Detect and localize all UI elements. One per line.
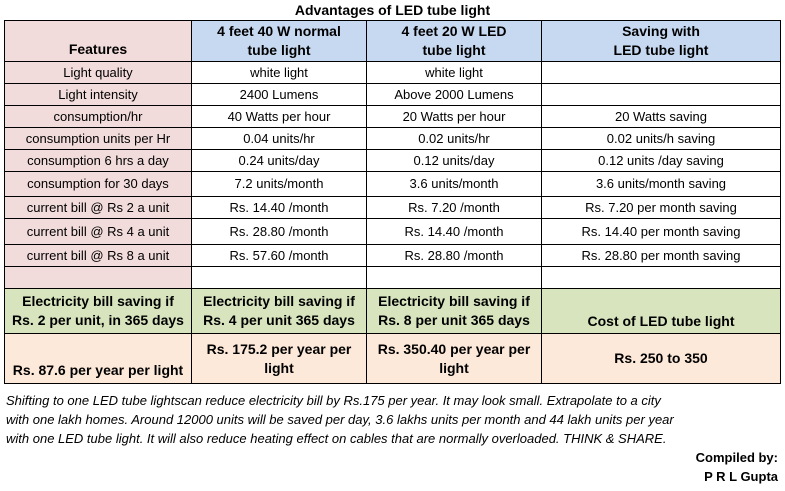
header-saving: Saving with LED tube light	[541, 20, 781, 62]
row-label: current bill @ Rs 2 a unit	[4, 196, 192, 219]
row-label: current bill @ Rs 4 a unit	[4, 218, 192, 245]
table-row: consumption for 30 days 7.2 units/month 3.…	[4, 171, 781, 197]
cell-line: Electricity bill saving if	[22, 293, 174, 309]
header-line: 4 feet 40 W normal	[217, 23, 341, 39]
header-normal-tube: 4 feet 40 W normal tube light	[191, 20, 367, 62]
table-cell: 0.04 units/hr	[191, 127, 367, 150]
header-features: Features	[4, 20, 192, 62]
table-cell: white light	[366, 61, 542, 84]
table-cell: Rs. 14.40 /month	[191, 196, 367, 219]
cell-line: Rs. 175.2 per year per	[206, 340, 352, 357]
table-cell: 7.2 units/month	[191, 171, 367, 197]
saving-rs2-value: Rs. 87.6 per year per light	[4, 333, 192, 384]
saving-rs2-header: Electricity bill saving if Rs. 2 per uni…	[4, 288, 192, 334]
table-row: Light intensity 2400 Lumens Above 2000 Lum…	[4, 83, 781, 106]
table-cell	[541, 83, 781, 106]
header-line: tube light	[422, 42, 486, 58]
footnote-paragraph: Shifting to one LED tube lightscan reduc…	[6, 391, 782, 448]
row-label: consumption for 30 days	[4, 171, 192, 197]
table-cell: 2400 Lumens	[191, 83, 367, 106]
table-cell: white light	[191, 61, 367, 84]
spacer-cell	[366, 266, 542, 289]
savings-values-row: Rs. 87.6 per year per light Rs. 175.2 pe…	[4, 333, 781, 384]
table-cell: Rs. 14.40 per month saving	[541, 218, 781, 245]
cell-line: Rs. 8 per unit 365 days	[378, 312, 530, 328]
table-cell: Rs. 14.40 /month	[366, 218, 542, 245]
table-cell: 3.6 units/month	[366, 171, 542, 197]
row-label: Light quality	[4, 61, 192, 84]
table-cell: 0.02 units/h saving	[541, 127, 781, 150]
table-row: consumption/hr 40 Watts per hour 20 Watts …	[4, 105, 781, 128]
table-cell: Rs. 28.80 /month	[191, 218, 367, 245]
led-cost-header: Cost of LED tube light	[541, 288, 781, 334]
saving-rs8-header: Electricity bill saving if Rs. 8 per uni…	[366, 288, 542, 334]
spacer-row	[4, 266, 781, 289]
row-label: consumption/hr	[4, 105, 192, 128]
spacer-cell	[191, 266, 367, 289]
header-line: 4 feet 20 W LED	[401, 23, 507, 39]
saving-rs4-value: Rs. 175.2 per year per light	[191, 333, 367, 384]
footnote-line: with one LED tube light. It will also re…	[6, 431, 667, 446]
comparison-table: Features 4 feet 40 W normal tube light 4…	[4, 20, 781, 384]
header-line: tube light	[247, 42, 311, 58]
saving-rs4-header: Electricity bill saving if Rs. 4 per uni…	[191, 288, 367, 334]
compiled-by-label: Compiled by:	[695, 450, 778, 465]
table-cell	[541, 61, 781, 84]
header-led-tube: 4 feet 20 W LED tube light	[366, 20, 542, 62]
header-line: LED tube light	[613, 42, 709, 58]
row-label: Light intensity	[4, 83, 192, 106]
spacer-cell	[541, 266, 781, 289]
table-cell: 0.02 units/hr	[366, 127, 542, 150]
cell-line: Rs. 350.40 per year per	[377, 340, 531, 357]
cell-line: light	[264, 359, 294, 376]
table-cell: 40 Watts per hour	[191, 105, 367, 128]
row-label: consumption units per Hr	[4, 127, 192, 150]
table-row: consumption units per Hr 0.04 units/hr 0.0…	[4, 127, 781, 150]
table-cell: Rs. 7.20 /month	[366, 196, 542, 219]
table-header-row: Features 4 feet 40 W normal tube light 4…	[4, 20, 781, 62]
cell-line: Electricity bill saving if	[203, 293, 355, 309]
table-cell: 20 Watts per hour	[366, 105, 542, 128]
table-cell: 20 Watts saving	[541, 105, 781, 128]
cell-line: Rs. 2 per unit, in 365 days	[12, 312, 184, 328]
table-cell: 0.12 units/day	[366, 149, 542, 172]
spacer-cell	[4, 266, 192, 289]
table-cell: Rs. 28.80 per month saving	[541, 244, 781, 267]
table-row: consumption 6 hrs a day 0.24 units/day 0.1…	[4, 149, 781, 172]
table-cell: Above 2000 Lumens	[366, 83, 542, 106]
table-cell: Rs. 7.20 per month saving	[541, 196, 781, 219]
cell-line: Rs. 4 per unit 365 days	[203, 312, 355, 328]
page-title: Advantages of LED tube light	[294, 2, 491, 18]
saving-rs8-value: Rs. 350.40 per year per light	[366, 333, 542, 384]
table-cell: 0.24 units/day	[191, 149, 367, 172]
cell-line: light	[439, 359, 469, 376]
table-cell: Rs. 28.80 /month	[366, 244, 542, 267]
table-row: Light quality white light white light	[4, 61, 781, 84]
header-line: Saving with	[622, 23, 700, 39]
cell-line: Electricity bill saving if	[378, 293, 530, 309]
row-label: consumption 6 hrs a day	[4, 149, 192, 172]
cell-line: Cost of LED tube light	[587, 313, 735, 329]
footnote-line: with one lakh homes. Around 12000 units …	[6, 412, 674, 427]
led-cost-value: Rs. 250 to 350	[541, 333, 781, 384]
table-cell: 0.12 units /day saving	[541, 149, 781, 172]
table-row: current bill @ Rs 4 a unit Rs. 28.80 /mon…	[4, 218, 781, 245]
table-cell: 3.6 units/month saving	[541, 171, 781, 197]
footnote-line: Shifting to one LED tube lightscan reduc…	[6, 393, 661, 408]
table-row: current bill @ Rs 2 a unit Rs. 14.40 /mon…	[4, 196, 781, 219]
author-name: P R L Gupta	[704, 469, 778, 484]
table-row: current bill @ Rs 8 a unit Rs. 57.60 /mon…	[4, 244, 781, 267]
table-cell: Rs. 57.60 /month	[191, 244, 367, 267]
row-label: current bill @ Rs 8 a unit	[4, 244, 192, 267]
savings-header-row: Electricity bill saving if Rs. 2 per uni…	[4, 288, 781, 334]
